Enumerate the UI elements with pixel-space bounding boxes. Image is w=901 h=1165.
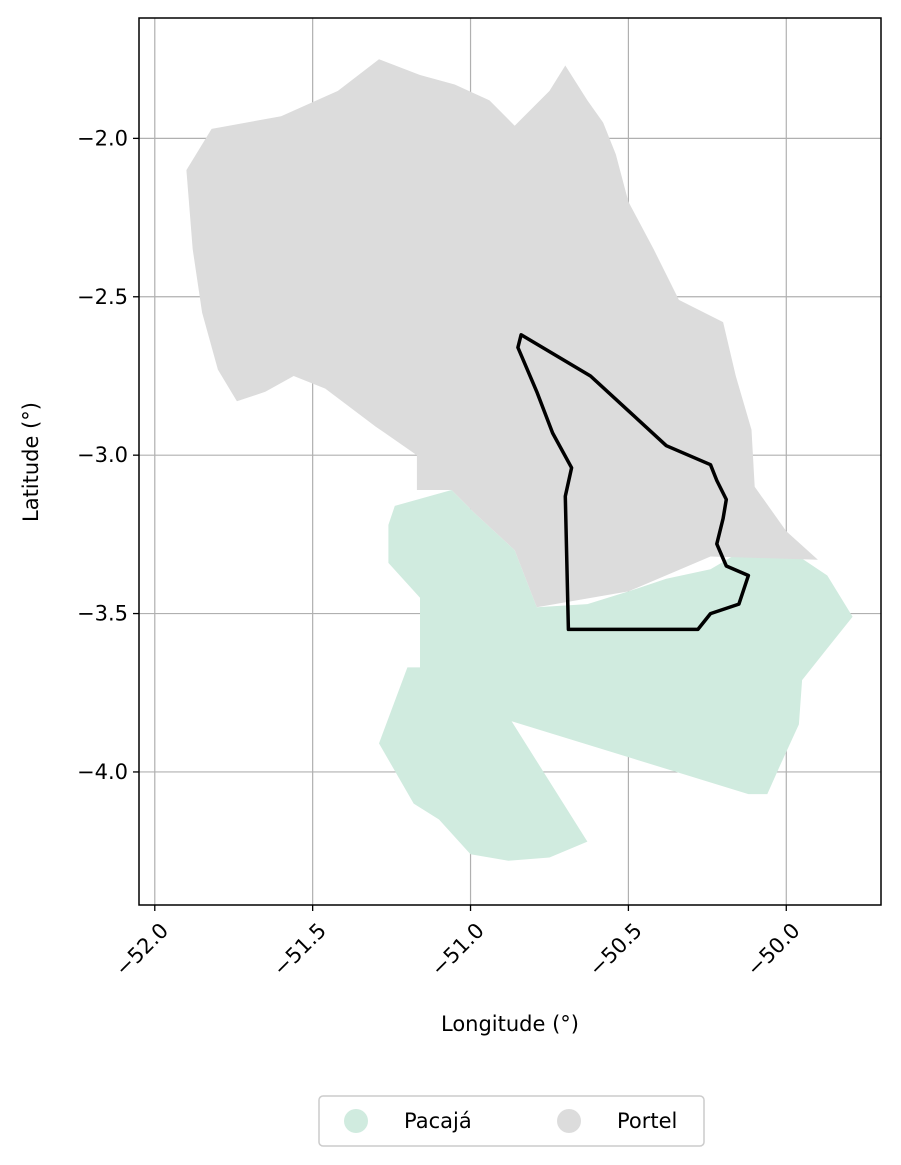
legend-frame [318,1095,705,1147]
y-axis-ticks: −2.0 −2.5 −3.0 −3.5 −4.0 [77,126,139,784]
legend-label-portel: Portel [617,1109,677,1133]
y-tick-label: −3.5 [77,602,128,626]
outline-layer [516,333,751,632]
y-tick-label: −3.0 [77,443,128,467]
y-tick-label: −2.5 [77,285,128,309]
x-tick-label: −50.0 [742,918,804,980]
region-layer [186,59,853,861]
y-tick-label: −2.0 [77,126,128,150]
legend-marker-portel [557,1109,581,1133]
x-tick-label: −51.5 [268,918,330,980]
region-pacaja [379,490,853,861]
x-tick-label: −52.0 [111,918,173,980]
region-portel [186,59,818,608]
x-tick-label: −51.0 [426,918,488,980]
legend: Pacajá Portel [318,1095,705,1147]
boundary-outline [516,333,751,632]
plot-frame [138,17,882,906]
legend-marker-pacaja [344,1109,368,1133]
x-axis-ticks: −52.0 −51.5 −51.0 −50.5 −50.0 [111,905,805,981]
x-tick-label: −50.5 [584,918,646,980]
legend-label-pacaja: Pacajá [404,1109,472,1133]
x-axis-label: Longitude (°) [441,1012,579,1036]
y-tick-label: −4.0 [77,760,128,784]
y-axis-label: Latitude (°) [19,402,43,522]
legend-entries: Pacajá Portel [344,1109,677,1133]
